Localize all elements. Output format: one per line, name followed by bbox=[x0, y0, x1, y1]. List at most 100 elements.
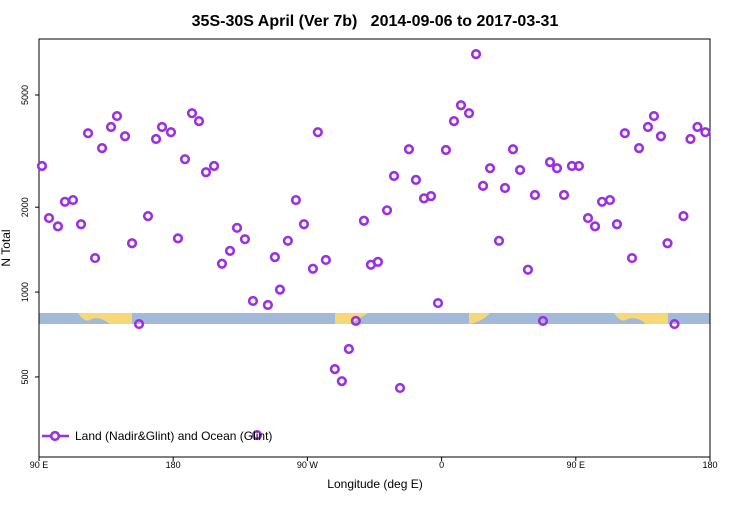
point bbox=[52, 221, 64, 232]
point bbox=[477, 180, 489, 191]
point bbox=[75, 219, 87, 230]
point bbox=[336, 376, 347, 387]
point bbox=[678, 210, 689, 222]
point bbox=[410, 174, 422, 185]
x-axis-label: Longitude (deg E) bbox=[327, 477, 422, 491]
point bbox=[343, 343, 354, 355]
point bbox=[648, 110, 660, 122]
x-tick-label: 90 E bbox=[30, 460, 49, 470]
point bbox=[700, 127, 711, 138]
point bbox=[662, 238, 673, 249]
point bbox=[111, 110, 123, 122]
point bbox=[133, 318, 145, 330]
point bbox=[262, 299, 273, 311]
point bbox=[282, 235, 293, 246]
point bbox=[493, 235, 505, 246]
point bbox=[119, 131, 131, 142]
point bbox=[312, 127, 323, 138]
point bbox=[59, 196, 71, 207]
point bbox=[655, 131, 667, 142]
point bbox=[619, 128, 630, 139]
point bbox=[172, 233, 184, 244]
point bbox=[685, 133, 696, 145]
point bbox=[208, 160, 220, 172]
point bbox=[298, 219, 310, 230]
point bbox=[582, 212, 594, 224]
point bbox=[499, 182, 511, 194]
point bbox=[156, 121, 168, 133]
point bbox=[179, 154, 191, 165]
point bbox=[642, 121, 654, 133]
point bbox=[558, 189, 570, 201]
legend-marker bbox=[49, 430, 61, 442]
x-tick-label: 90 W bbox=[297, 460, 319, 470]
point bbox=[381, 205, 393, 216]
point bbox=[551, 163, 563, 174]
point bbox=[529, 189, 541, 201]
point bbox=[67, 194, 79, 206]
y-axis-label: N Total bbox=[0, 229, 13, 266]
legend-label: Land (Nadir&Glint) and Ocean (Glint) bbox=[75, 429, 272, 443]
point bbox=[269, 252, 280, 263]
x-tick-label: 180 bbox=[702, 460, 717, 470]
y-tick-label: 5000 bbox=[20, 85, 30, 105]
point bbox=[43, 212, 55, 224]
point bbox=[455, 100, 467, 111]
point bbox=[604, 194, 616, 206]
point bbox=[193, 116, 205, 127]
point bbox=[350, 315, 361, 327]
point bbox=[126, 238, 138, 249]
point bbox=[320, 254, 331, 266]
point bbox=[388, 170, 400, 182]
point bbox=[251, 429, 263, 441]
point bbox=[372, 256, 384, 267]
point bbox=[307, 263, 319, 274]
point bbox=[239, 234, 251, 245]
point bbox=[537, 315, 549, 327]
point bbox=[692, 121, 703, 133]
point bbox=[484, 163, 496, 174]
point bbox=[440, 144, 452, 156]
y-tick-label: 2000 bbox=[20, 197, 30, 217]
ocean-band bbox=[39, 313, 710, 324]
point bbox=[329, 364, 340, 375]
point bbox=[611, 219, 623, 230]
point bbox=[626, 252, 638, 264]
point bbox=[200, 167, 212, 178]
point bbox=[669, 318, 680, 330]
point bbox=[633, 143, 645, 154]
x-tick-label: 0 bbox=[439, 460, 444, 470]
point bbox=[89, 252, 101, 264]
land bbox=[78, 313, 132, 324]
point bbox=[507, 144, 519, 155]
point bbox=[247, 295, 259, 307]
land bbox=[614, 313, 668, 324]
y-tick-label: 500 bbox=[20, 369, 30, 384]
point bbox=[142, 210, 154, 222]
point bbox=[186, 108, 198, 119]
point bbox=[36, 160, 48, 172]
chart-title: 35S-30S April (Ver 7b) 2014-09-06 to 201… bbox=[192, 13, 559, 30]
point bbox=[150, 133, 162, 145]
plot-frame bbox=[38, 38, 711, 458]
point bbox=[82, 128, 94, 139]
point bbox=[514, 164, 526, 176]
point bbox=[105, 121, 117, 133]
point bbox=[448, 116, 460, 127]
map-strip bbox=[39, 313, 710, 324]
point bbox=[231, 222, 243, 233]
point bbox=[96, 143, 108, 154]
point bbox=[470, 49, 482, 60]
point bbox=[573, 160, 585, 172]
land bbox=[469, 313, 490, 324]
point bbox=[589, 221, 601, 232]
point bbox=[403, 144, 415, 155]
x-tick-label: 180 bbox=[166, 460, 181, 470]
point bbox=[425, 190, 437, 202]
point bbox=[522, 264, 534, 275]
point bbox=[165, 127, 177, 138]
point bbox=[432, 297, 444, 309]
point bbox=[224, 245, 236, 256]
point bbox=[394, 382, 406, 394]
